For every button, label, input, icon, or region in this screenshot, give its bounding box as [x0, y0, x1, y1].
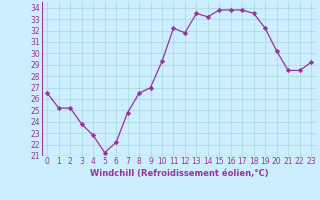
X-axis label: Windchill (Refroidissement éolien,°C): Windchill (Refroidissement éolien,°C): [90, 169, 268, 178]
